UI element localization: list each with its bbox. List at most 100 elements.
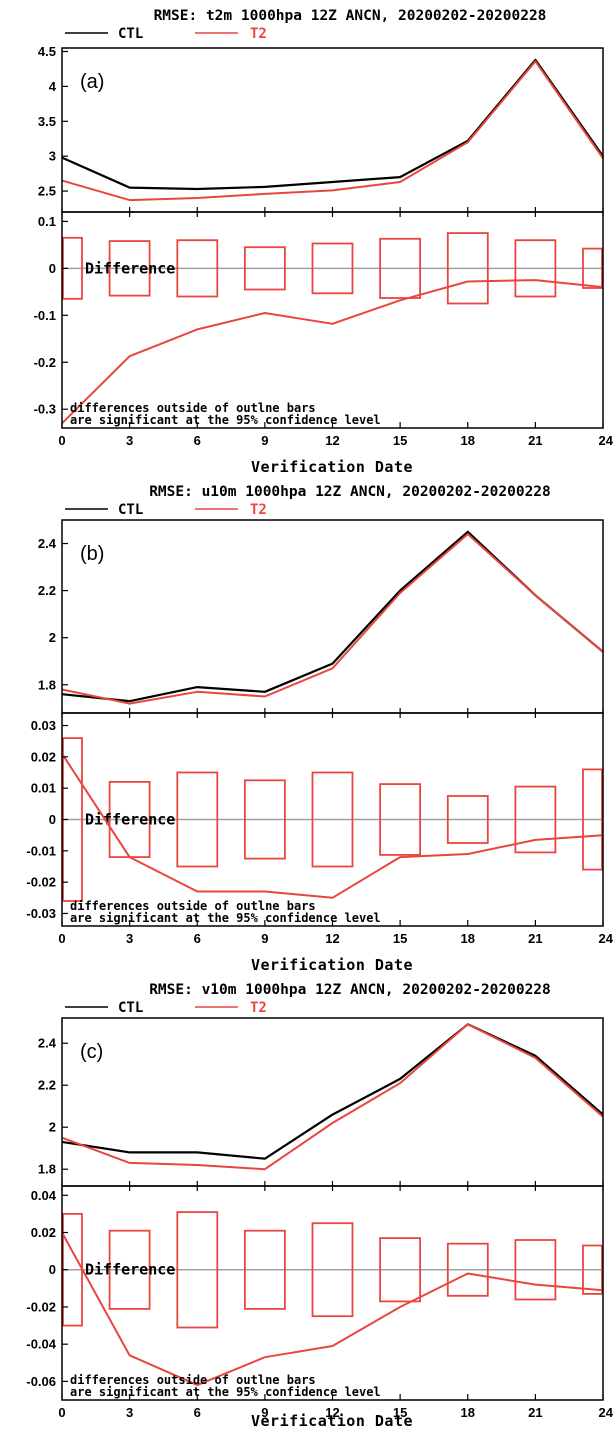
panel-label: (a) xyxy=(80,71,104,93)
x-tick-label: 9 xyxy=(261,931,268,946)
significance-note-line-1: differences outside of outlne bars xyxy=(70,1373,316,1387)
x-tick-label: 0 xyxy=(58,1405,65,1420)
significance-box xyxy=(446,1242,489,1297)
significance-box xyxy=(582,247,603,289)
x-tick-label: 6 xyxy=(194,1405,201,1420)
top-plot-frame xyxy=(61,519,604,714)
legend-label-t2: T2 xyxy=(250,26,267,42)
significance-box xyxy=(311,242,354,295)
significance-box xyxy=(446,232,489,305)
difference-line xyxy=(61,1232,604,1387)
legend: CTL T2 xyxy=(65,1000,267,1016)
significance-box xyxy=(176,771,219,868)
significance-box xyxy=(176,1211,219,1329)
panel-label: (c) xyxy=(80,1041,103,1063)
series-line-t2 xyxy=(61,533,604,705)
x-tick-label: 18 xyxy=(461,1405,475,1420)
x-tick-label: 9 xyxy=(261,1405,268,1420)
legend: CTL T2 xyxy=(65,502,267,518)
bottom-subplot: Difference differences outside of outlne … xyxy=(26,1185,614,1420)
y-tick-label: 1.8 xyxy=(38,677,56,692)
series-line-ctl xyxy=(61,1023,604,1160)
y-tick-label: 2.4 xyxy=(38,1036,57,1051)
y-tick-label: 3 xyxy=(49,149,56,164)
difference-label: Difference xyxy=(85,259,175,277)
x-tick-label: 6 xyxy=(194,433,201,448)
significance-note-line-2: are significant at the 95% confidence le… xyxy=(70,413,381,427)
chart-panel-3: RMSE: v10m 1000hpa 12Z ANCN, 20200202-20… xyxy=(26,982,613,1430)
x-axis-label: Verification Date xyxy=(251,956,413,974)
y-tick-label: 0.03 xyxy=(31,718,56,733)
x-tick-label: 3 xyxy=(126,1405,133,1420)
top-subplot: 2.5 3 3.5 4 4.5 (a) xyxy=(38,44,604,213)
x-tick-label: 21 xyxy=(528,931,542,946)
y-tick-label: 2.2 xyxy=(38,1078,56,1093)
significance-box xyxy=(514,785,557,854)
y-tick-label: -0.02 xyxy=(26,875,56,890)
significance-box xyxy=(243,1229,286,1310)
significance-box xyxy=(311,1222,354,1318)
difference-label: Difference xyxy=(85,1261,175,1279)
significance-note-line-2: are significant at the 95% confidence le… xyxy=(70,1385,381,1399)
significance-box xyxy=(582,1244,603,1295)
y-tick-label: -0.3 xyxy=(34,402,56,417)
series-line-ctl xyxy=(61,58,604,191)
x-tick-label: 15 xyxy=(393,1405,407,1420)
x-tick-label: 6 xyxy=(194,931,201,946)
significance-box xyxy=(514,239,557,298)
x-axis-label: Verification Date xyxy=(251,1412,413,1430)
y-tick-label: 0 xyxy=(49,261,56,276)
significance-note-line-1: differences outside of outlne bars xyxy=(70,899,316,913)
legend-label-ctl: CTL xyxy=(118,1000,143,1016)
top-subplot: 1.8 2 2.2 2.4 (c) xyxy=(38,1017,604,1187)
y-tick-label: -0.01 xyxy=(26,843,56,858)
significance-box xyxy=(379,237,422,299)
series-line-t2 xyxy=(61,60,604,202)
series-line-ctl xyxy=(61,530,604,703)
x-tick-label: 0 xyxy=(58,433,65,448)
significance-box xyxy=(108,240,151,297)
difference-label: Difference xyxy=(85,811,175,829)
significance-note-line-1: differences outside of outlne bars xyxy=(70,401,316,415)
significance-box xyxy=(311,771,354,868)
y-tick-label: 2.5 xyxy=(38,184,56,199)
legend-label-ctl: CTL xyxy=(118,502,143,518)
x-tick-label: 3 xyxy=(126,931,133,946)
y-tick-label: -0.04 xyxy=(26,1337,56,1352)
legend-label-t2: T2 xyxy=(250,1000,267,1016)
bottom-plot-frame xyxy=(61,1185,604,1401)
y-tick-label: -0.1 xyxy=(34,308,56,323)
y-tick-label: 0.02 xyxy=(31,749,56,764)
x-tick-label: 24 xyxy=(599,433,614,448)
y-tick-label: 2 xyxy=(49,1120,56,1135)
x-tick-label: 15 xyxy=(393,433,407,448)
chart-title: RMSE: u10m 1000hpa 12Z ANCN, 20200202-20… xyxy=(149,484,551,500)
chart-title: RMSE: v10m 1000hpa 12Z ANCN, 20200202-20… xyxy=(149,982,551,998)
significance-box xyxy=(514,1239,557,1301)
chart-title: RMSE: t2m 1000hpa 12Z ANCN, 20200202-202… xyxy=(154,8,547,24)
significance-box xyxy=(379,1237,422,1303)
x-tick-label: 21 xyxy=(528,433,542,448)
x-tick-label: 12 xyxy=(325,931,339,946)
difference-line xyxy=(61,753,604,899)
y-tick-label: 0.02 xyxy=(31,1225,56,1240)
y-tick-label: 2.4 xyxy=(38,536,57,551)
x-tick-label: 21 xyxy=(528,1405,542,1420)
chart-panel-1: RMSE: t2m 1000hpa 12Z ANCN, 20200202-202… xyxy=(34,8,614,476)
y-tick-label: -0.06 xyxy=(26,1374,56,1389)
significance-box xyxy=(176,239,219,298)
y-tick-label: 1.8 xyxy=(38,1162,56,1177)
significance-box xyxy=(243,779,286,860)
y-tick-label: 4.5 xyxy=(38,44,56,59)
y-tick-label: 2.2 xyxy=(38,583,56,598)
x-tick-label: 24 xyxy=(599,1405,614,1420)
x-tick-label: 12 xyxy=(325,1405,339,1420)
y-tick-label: 4 xyxy=(49,79,57,94)
significance-note-line-2: are significant at the 95% confidence le… xyxy=(70,911,381,925)
significance-box xyxy=(379,783,422,856)
x-tick-label: 24 xyxy=(599,931,614,946)
x-tick-label: 9 xyxy=(261,433,268,448)
significance-box xyxy=(243,246,286,291)
bottom-subplot: Difference differences outside of outlne … xyxy=(26,712,614,946)
